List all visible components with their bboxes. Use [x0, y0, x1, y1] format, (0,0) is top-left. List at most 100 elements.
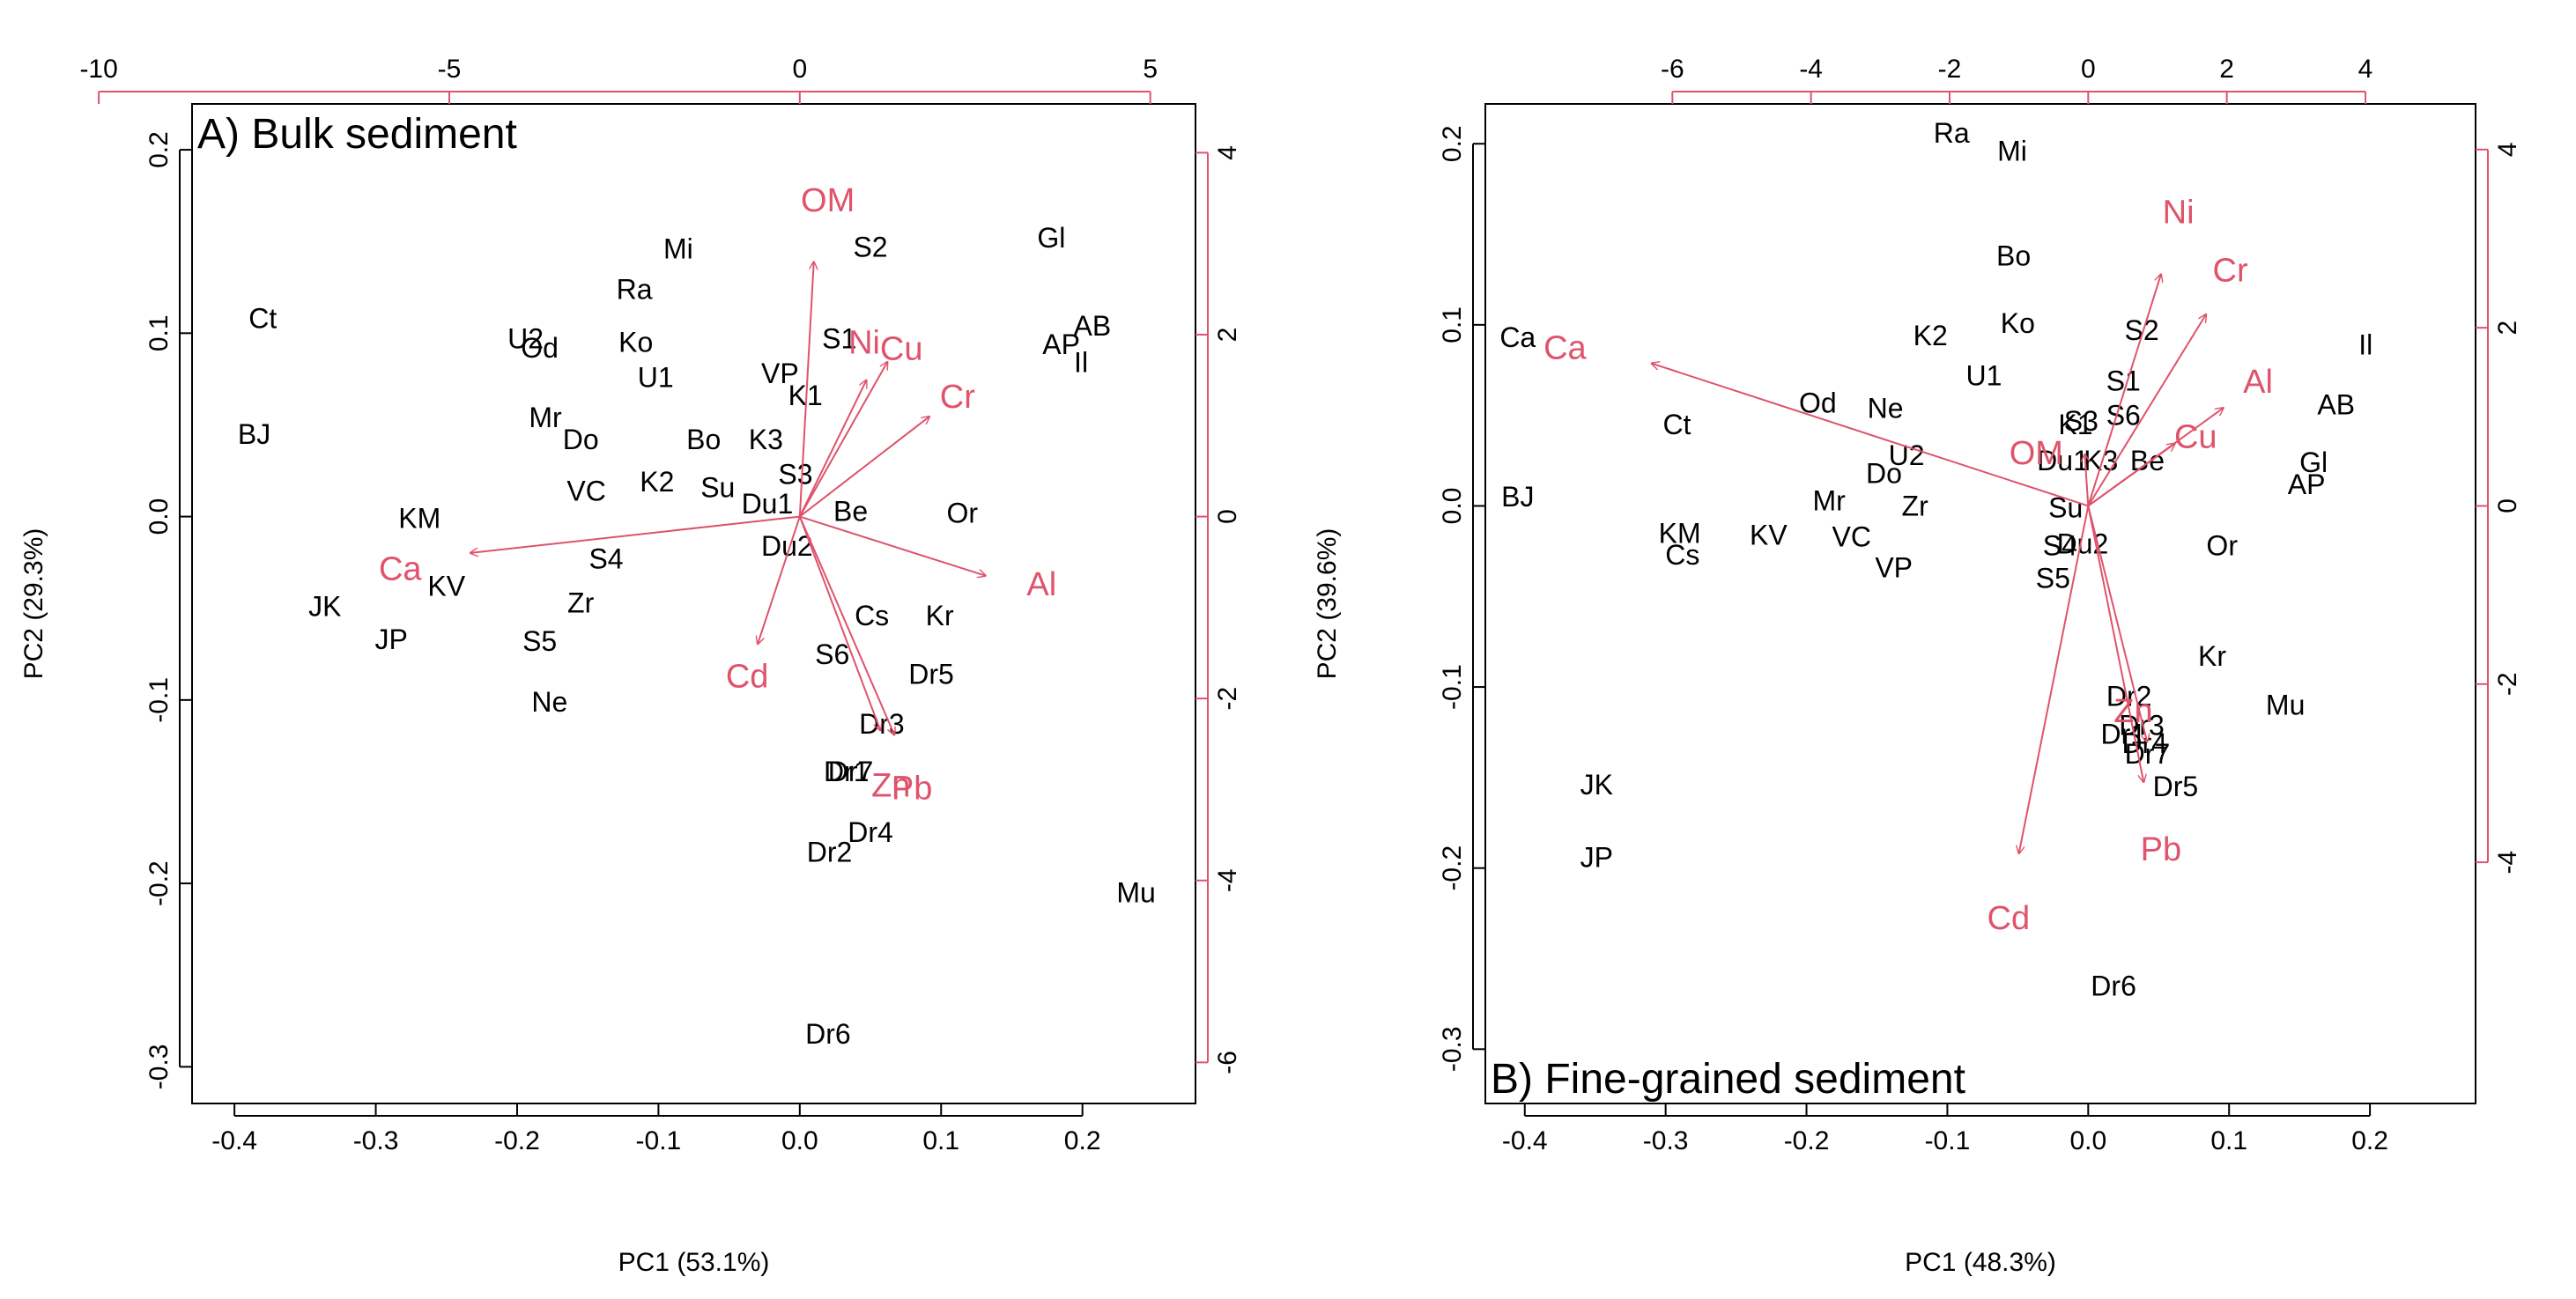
right-tick-label: 4: [2493, 142, 2522, 157]
loading-label-cr: Cr: [940, 379, 975, 416]
y-tick-label: 0.1: [1438, 306, 1467, 343]
right-tick-label: -4: [1213, 868, 1242, 892]
score-label-dr1: Dr1: [2101, 719, 2147, 750]
score-label-s4: S4: [588, 542, 623, 574]
score-label-vp: VP: [761, 358, 799, 389]
score-label-km: KM: [398, 503, 440, 535]
y-tick-label: -0.2: [1438, 845, 1467, 891]
x-tick-label: -0.4: [1502, 1126, 1548, 1155]
score-label-s2: S2: [2124, 314, 2158, 346]
loading-arrow-al: [799, 515, 986, 576]
score-label-s3: S3: [2064, 405, 2099, 437]
loading-arrow-cr: [799, 417, 929, 518]
score-label-ra: Ra: [617, 273, 653, 305]
score-label-kr: Kr: [926, 600, 954, 631]
loading-arrow-cu: [2087, 444, 2174, 507]
loading-label-ni: Ni: [848, 324, 880, 361]
y-tick-label: 0.0: [144, 498, 174, 535]
score-label-mi: Mi: [1997, 135, 2027, 166]
score-label-vc: VC: [566, 475, 605, 506]
loading-arrow-zn: [2087, 506, 2147, 742]
score-label-or: Or: [947, 497, 979, 528]
score-label-bj: BJ: [238, 418, 270, 450]
score-label-ap: AP: [1042, 328, 1080, 360]
plot-frame: [191, 103, 1196, 1104]
score-label-ne: Ne: [1868, 392, 1904, 424]
y-tick-label: 0.0: [1438, 488, 1467, 525]
loading-label-cd: Cd: [1988, 900, 2031, 937]
top-tick-label: -4: [1799, 55, 1823, 84]
score-label-su: Su: [700, 471, 735, 503]
score-label-dr1: Dr1: [824, 756, 870, 787]
x-tick-label: -0.2: [1784, 1126, 1830, 1155]
top-tick-label: -10: [79, 55, 117, 84]
score-label-ct: Ct: [1662, 409, 1691, 440]
score-label-k1: K1: [2058, 409, 2092, 440]
y-axis-left: -0.3 -0.2 -0.1 0.0 0.1 0.2: [144, 131, 192, 1089]
score-label-s6: S6: [2106, 400, 2141, 432]
loading-label-pb: Pb: [2141, 831, 2181, 868]
top-tick-label: 2: [2219, 55, 2234, 84]
score-label-ne: Ne: [531, 686, 567, 718]
loading-arrow-cu: [798, 362, 887, 518]
score-label-il: Il: [2358, 328, 2372, 360]
x-tick-label: -0.2: [494, 1126, 540, 1155]
score-label-jp: JP: [1580, 841, 1613, 873]
loading-label-om: OM: [2010, 435, 2063, 472]
score-label-s5: S5: [2036, 563, 2070, 594]
score-label-kv: KV: [1750, 519, 1788, 550]
score-label-mu: Mu: [2266, 690, 2305, 721]
loading-label-cu: Cu: [2174, 419, 2217, 456]
score-label-dr2: Dr2: [807, 837, 853, 868]
x-tick-label: -0.1: [636, 1126, 682, 1155]
right-tick-label: 0: [2493, 498, 2522, 513]
loading-label-ni: Ni: [2163, 195, 2195, 232]
score-label-dr6: Dr6: [2091, 970, 2136, 1001]
plot-frame: [1484, 103, 2476, 1104]
score-label-s2: S2: [853, 231, 887, 262]
y-tick-label: -0.1: [144, 677, 174, 723]
score-label-ap: AP: [2288, 469, 2326, 500]
score-label-u2: U2: [507, 323, 544, 355]
score-label-su: Su: [2048, 492, 2083, 524]
score-label-bo: Bo: [686, 424, 721, 455]
score-label-jp: JP: [375, 624, 408, 655]
score-label-dr5: Dr5: [908, 659, 954, 690]
right-tick-label: -2: [2493, 672, 2522, 696]
loading-label-ca: Ca: [379, 550, 422, 587]
score-label-u2: U2: [1889, 439, 1925, 471]
score-label-s1: S1: [822, 323, 856, 355]
score-label-s6: S6: [815, 638, 849, 670]
panel-title: A) Bulk sediment: [197, 111, 517, 158]
loading-arrow-ca: [470, 515, 800, 553]
top-tick-label: -2: [1938, 55, 1962, 84]
score-label-vc: VC: [1832, 520, 1870, 552]
loading-label-cu: Cu: [880, 330, 923, 367]
top-tick-label: 4: [2358, 55, 2373, 84]
right-tick-label: -4: [2493, 851, 2522, 875]
score-label-u1: U1: [638, 361, 674, 393]
score-label-dr7: Dr7: [828, 756, 874, 787]
score-label-zr: Zr: [567, 587, 595, 618]
loading-label-cd: Cd: [726, 658, 769, 695]
x-tick-label: 0.2: [1064, 1126, 1101, 1155]
score-label-ko: Ko: [618, 327, 653, 358]
y-axis-right: -4 -2 0 2 4: [2476, 142, 2522, 874]
top-tick-label: 0: [2081, 55, 2096, 84]
x-tick-label: -0.3: [353, 1126, 399, 1155]
x-axis-bottom: -0.4 -0.3 -0.2 -0.1 0.0 0.1 0.2: [1502, 1103, 2388, 1155]
score-label-ca: Ca: [1499, 321, 1536, 353]
x-axis-title: PC1 (53.1%): [618, 1248, 770, 1277]
score-label-ct: Ct: [248, 303, 277, 335]
y-tick-label: -0.2: [144, 860, 174, 906]
score-label-dr5: Dr5: [2153, 771, 2199, 802]
loading-label-zn: Zn: [2113, 693, 2152, 730]
score-label-od: Od: [521, 332, 559, 364]
variable-loadings: Ni Cr Al Cu OM Zn Pb Cd Ca: [1543, 195, 2273, 937]
loading-arrow-om: [798, 262, 814, 517]
score-label-be: Be: [833, 495, 868, 527]
loading-label-cr: Cr: [2213, 252, 2248, 289]
